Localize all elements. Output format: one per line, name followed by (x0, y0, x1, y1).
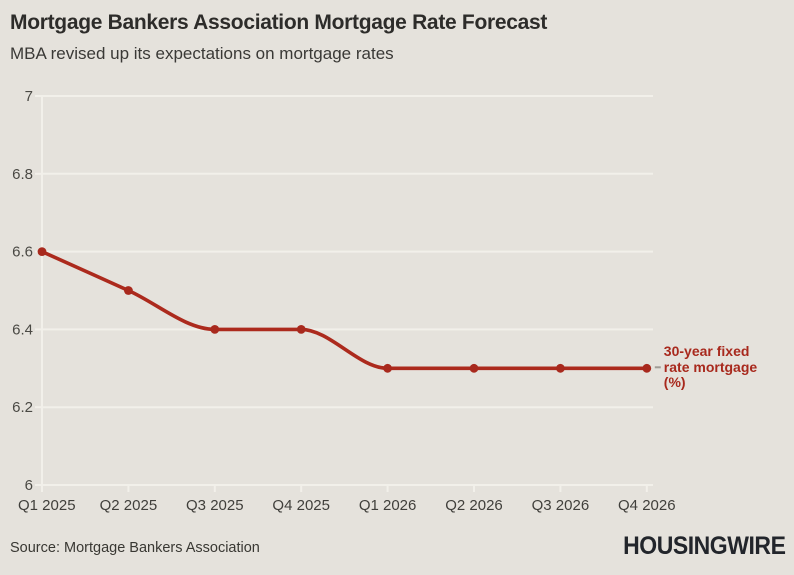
x-axis-label: Q3 2025 (186, 497, 244, 514)
data-point (469, 363, 479, 373)
source-note: Source: Mortgage Bankers Association (10, 540, 260, 556)
y-axis-label: 6.8 (12, 166, 33, 183)
data-point (296, 325, 306, 334)
data-point (642, 363, 652, 373)
rate-forecast-line (40, 249, 649, 371)
x-axis-label: Q3 2026 (532, 497, 590, 514)
series-label-line: rate mortgage (663, 358, 758, 375)
y-axis-label: 6 (25, 477, 33, 494)
y-axis-label: 6.4 (12, 321, 33, 338)
chart-subtitle: MBA revised up its expectations on mortg… (10, 44, 394, 63)
chart-title: Mortgage Bankers Association Mortgage Ra… (10, 11, 548, 34)
data-point (383, 363, 392, 373)
housingwire-logo: HOUSINGWIRE (622, 532, 786, 560)
x-axis-label: Q2 2026 (445, 497, 503, 514)
x-axis-label: Q2 2025 (100, 497, 158, 514)
series-label: 30-year fixed rate mortgage (%) (664, 344, 757, 391)
x-axis-label: Q4 2025 (272, 497, 330, 514)
data-point (556, 363, 565, 373)
data-point (37, 247, 47, 256)
data-point (123, 286, 133, 295)
data-point (210, 325, 220, 334)
y-axis-label: 6.2 (12, 399, 33, 416)
series-label-line: 30-year fixed (663, 343, 750, 360)
x-axis-label: Q4 2026 (618, 497, 676, 514)
y-axis-label: 7 (25, 88, 33, 105)
x-axis-label: Q1 2026 (359, 497, 417, 514)
y-axis-label: 6.6 (12, 244, 33, 261)
series-label-line: (%) (663, 374, 686, 391)
x-axis-label: Q1 2025 (18, 497, 76, 514)
